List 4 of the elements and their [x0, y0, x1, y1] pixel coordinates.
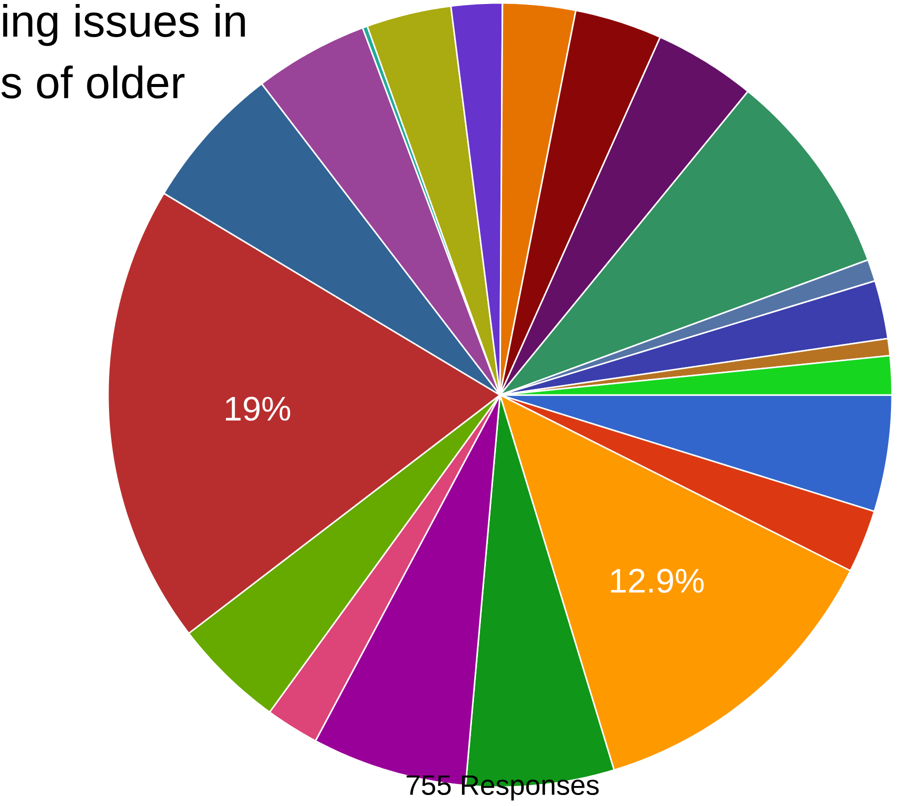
text: ing issues in — [3, 4, 245, 46]
data-label: 12.9% — [611, 568, 704, 593]
text: s of older — [1, 65, 184, 99]
data-label: 19% — [226, 396, 290, 421]
